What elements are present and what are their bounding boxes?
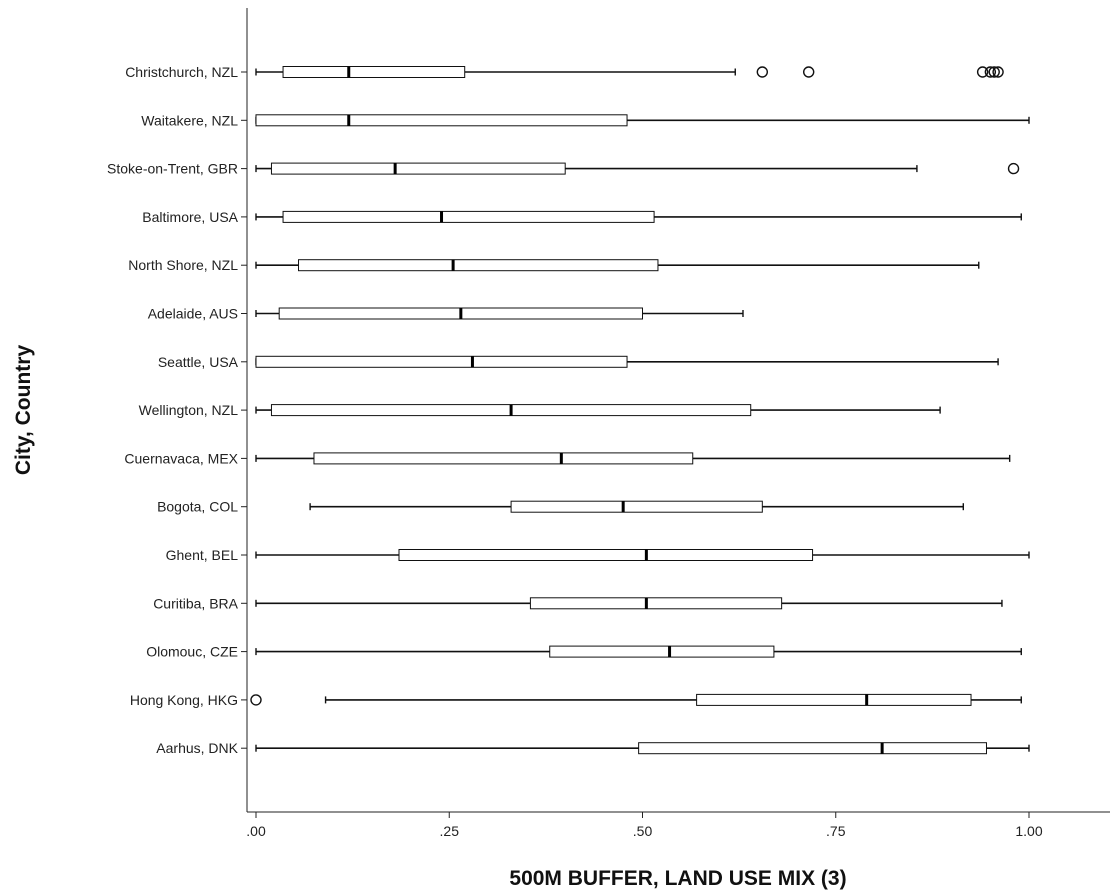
outlier-point (756, 66, 769, 78)
boxes (250, 66, 1030, 755)
box-group (255, 162, 1020, 175)
y-category-label: Bogota, COL (157, 499, 238, 515)
box-group (255, 549, 1030, 561)
outlier-point (992, 66, 1004, 78)
x-axis-title: 500M BUFFER, LAND USE MIX (3) (509, 867, 846, 890)
x-tick-label: .75 (826, 823, 846, 839)
outlier-point (1007, 162, 1020, 175)
y-category-label: North Shore, NZL (128, 257, 238, 273)
x-tick-label: 1.00 (1015, 823, 1042, 839)
y-category-label: Seattle, USA (158, 354, 239, 370)
box (549, 645, 775, 658)
box-group (255, 452, 1011, 465)
x-tick-label: .25 (440, 823, 460, 839)
box-group (255, 742, 1030, 755)
y-category-label: Adelaide, AUS (148, 306, 238, 322)
box (510, 500, 763, 513)
y-category-label: Olomouc, CZE (146, 644, 238, 660)
outlier-point (802, 66, 815, 78)
box-group (255, 114, 1030, 127)
box-group (255, 259, 980, 272)
x-axis-ticks: .00 .25 .50 .75 1.00 (246, 812, 1043, 839)
box (255, 355, 628, 368)
box (282, 66, 466, 78)
box-group (255, 210, 1022, 223)
y-category-label: Stoke-on-Trent, GBR (107, 161, 238, 177)
x-tick-label: .00 (246, 823, 266, 839)
box-group (255, 66, 1004, 78)
box (313, 452, 694, 465)
outlier-point (976, 66, 989, 78)
y-category-label: Wellington, NZL (139, 402, 239, 418)
y-category-label: Christchurch, NZL (125, 64, 238, 80)
box (270, 162, 566, 175)
outlier-point (250, 694, 262, 706)
box-group (309, 500, 964, 513)
box (298, 259, 659, 272)
x-tick-label: .50 (633, 823, 653, 839)
y-category-label: Curitiba, BRA (153, 595, 238, 611)
outlier-point (988, 66, 1000, 78)
box-group (255, 307, 744, 320)
box-group (255, 404, 941, 417)
y-axis-title: City, Country (12, 345, 35, 476)
box-group (255, 597, 1003, 610)
box (398, 549, 814, 561)
box (696, 693, 972, 706)
y-category-label: Aarhus, DNK (156, 740, 238, 756)
y-category-label: Hong Kong, HKG (130, 692, 238, 708)
box (282, 210, 655, 223)
y-category-label: Ghent, BEL (166, 547, 239, 563)
box (529, 597, 783, 610)
box (638, 742, 987, 755)
box-group (255, 355, 999, 368)
box-group (250, 693, 1022, 706)
box (255, 114, 628, 127)
box-group (255, 645, 1022, 658)
y-category-label: Cuernavaca, MEX (124, 450, 238, 466)
y-category-label: Waitakere, NZL (141, 112, 238, 128)
outlier-point (984, 66, 997, 78)
y-category-label: Baltimore, USA (142, 209, 238, 225)
y-axis-categories: Christchurch, NZL Waitakere, NZL Stoke-on-… (107, 64, 247, 756)
